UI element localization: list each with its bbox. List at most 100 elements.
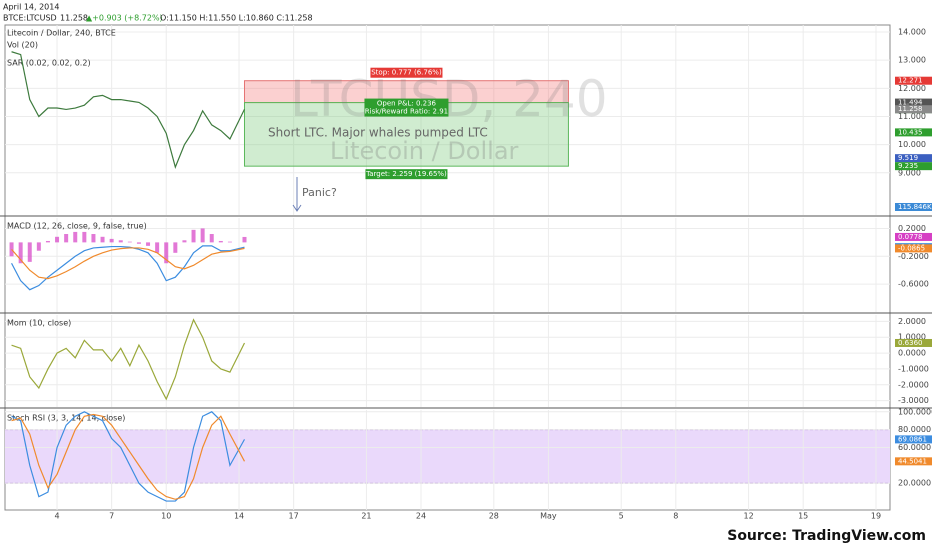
- x-tick-label: 17: [289, 512, 299, 521]
- y-tick-label: 12.000: [898, 84, 926, 93]
- y-tick-label: 0.2000: [898, 224, 926, 233]
- value-label-box: [895, 244, 932, 253]
- y-tick-label: 10.000: [898, 140, 926, 149]
- x-tick-label: 19: [871, 512, 881, 521]
- price-label: 10.435: [898, 128, 923, 136]
- histogram-bar: [200, 228, 205, 243]
- series-line: [11, 247, 245, 280]
- price-label-box: [895, 162, 932, 171]
- x-tick-label: 5: [619, 512, 624, 521]
- y-tick-label: 9.000: [898, 168, 921, 177]
- rr-label: Risk/Reward Ratio: 2.91: [365, 108, 448, 116]
- histogram-bar: [118, 240, 123, 243]
- histogram-bar: [18, 242, 23, 264]
- price-label-box: [895, 154, 932, 163]
- y-tick-label: 11.000: [898, 112, 926, 121]
- panel-title: Litecoin / Dollar, 240, BTCE: [7, 29, 116, 38]
- source: Source: TradingView.com: [727, 528, 926, 544]
- histogram-bar: [100, 236, 105, 243]
- histogram-bar: [109, 238, 114, 243]
- histogram-bar: [27, 242, 32, 262]
- series-line: [11, 51, 246, 170]
- panel-title: Mom (10, close): [7, 319, 71, 328]
- histogram-bar: [36, 242, 41, 251]
- x-tick-label: 12: [744, 512, 754, 521]
- series-line: [11, 245, 245, 291]
- x-tick-label: May: [540, 512, 557, 521]
- price-label-box: [895, 105, 932, 114]
- value-label-box: [895, 457, 932, 466]
- note: Short LTC. Major whales pumped LTC: [268, 126, 488, 140]
- price-label-box: [895, 128, 932, 137]
- y-tick-label: 100.0000: [898, 407, 932, 416]
- x-tick-label: 10: [161, 512, 171, 521]
- arrow-head: [292, 204, 302, 212]
- histogram-bar: [182, 240, 187, 243]
- y-tick-label: 60.0000: [898, 443, 931, 452]
- legend-entry: Vol (20): [7, 41, 38, 50]
- price-label: 9.519: [898, 154, 918, 162]
- histogram-bar: [164, 242, 169, 264]
- price-label: 11.258: [898, 105, 923, 113]
- price-label-box: [895, 76, 932, 85]
- histogram-bar: [173, 242, 178, 253]
- ohlc: O:11.150 H:11.550 L:10.860 C:11.258: [160, 14, 313, 23]
- histogram-bar: [146, 242, 151, 246]
- series-line: [11, 413, 246, 500]
- x-tick-label: 28: [489, 512, 499, 521]
- histogram-bar: [242, 236, 247, 243]
- panel-title: MACD (12, 26, close, 9, false, true): [7, 222, 147, 231]
- histogram-bar: [218, 240, 223, 243]
- histogram-bar: [155, 242, 160, 253]
- stop-label-box: [370, 67, 443, 78]
- histogram-bar: [45, 240, 50, 243]
- y-tick-label: 0.0000: [898, 349, 926, 358]
- target-zone: [243, 102, 569, 167]
- watermark: LTCUSD, 240: [290, 70, 608, 128]
- x-tick-label: 8: [673, 512, 678, 521]
- plot-frame: [4, 24, 891, 511]
- panel-title: Stoch RSI (3, 3, 14, 14, close): [7, 414, 125, 423]
- y-tick-label: 20.0000: [898, 479, 931, 488]
- change: ▲+0.903 (+8.72%): [86, 14, 163, 23]
- y-tick-label: 13.000: [898, 56, 926, 65]
- histogram-bar: [127, 241, 132, 243]
- price-label: 11.494: [898, 99, 923, 107]
- value-label: 69.0861: [898, 435, 927, 443]
- y-tick-label: 1.0000: [898, 333, 926, 342]
- y-tick-label: -1.0000: [898, 364, 929, 373]
- histogram-bar: [73, 231, 78, 243]
- x-tick-label: 14: [234, 512, 244, 521]
- price-label-box: [895, 98, 932, 107]
- histogram-bar: [136, 242, 141, 244]
- date: April 14, 2014: [3, 3, 59, 12]
- x-tick-label: 24: [416, 512, 426, 521]
- x-tick-label: 21: [361, 512, 371, 521]
- value-label: 44.5041: [898, 457, 927, 465]
- y-tick-label: -0.6000: [898, 280, 929, 289]
- y-tick-label: -3.0000: [898, 396, 929, 405]
- x-tick-label: 4: [55, 512, 60, 521]
- price-label: 9.235: [898, 162, 918, 170]
- y-tick-label: 14.000: [898, 28, 926, 37]
- pnl-label-box: [364, 98, 449, 117]
- band-fill: [5, 429, 890, 484]
- histogram-bar: [191, 229, 196, 243]
- histogram-bar: [64, 234, 69, 243]
- target-label-box: [365, 169, 448, 180]
- legend-entry: SAR (0.02, 0.02, 0.2): [7, 59, 91, 68]
- histogram-bar: [82, 231, 87, 243]
- value-label: 0.6360: [898, 339, 923, 347]
- watermark-subtitle: Litecoin / Dollar: [330, 137, 519, 165]
- x-tick-label: 7: [109, 512, 114, 521]
- value-label-box: [895, 232, 932, 241]
- y-tick-label: 80.0000: [898, 425, 931, 434]
- histogram-bar: [91, 234, 96, 243]
- value-label: -0.0865: [898, 244, 925, 252]
- y-tick-label: 2.0000: [898, 317, 926, 326]
- pnl-label: Open P&L: 0.236: [377, 100, 437, 108]
- histogram-bar: [227, 241, 232, 243]
- last-price: 11.258: [60, 14, 88, 23]
- x-tick-label: 15: [798, 512, 808, 521]
- value-label-box: [895, 435, 932, 444]
